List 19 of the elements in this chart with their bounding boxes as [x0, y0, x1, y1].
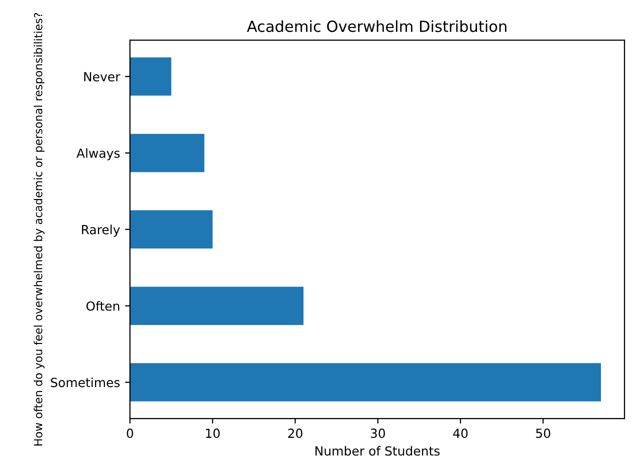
x-tick-label: 30	[370, 428, 385, 438]
x-axis-title: Number of Students	[315, 446, 440, 456]
bar	[130, 210, 213, 249]
y-tick-label: Rarely	[82, 224, 120, 237]
bar	[130, 286, 304, 325]
chart-title: Academic Overwhelm Distribution	[246, 20, 506, 32]
y-tick-label: Always	[76, 148, 120, 160]
y-tick-label: Sometimes	[50, 378, 120, 388]
y-tick-label: Never	[84, 72, 120, 82]
bar	[130, 57, 172, 96]
x-tick-label: 50	[536, 428, 550, 438]
x-tick-label: 0	[126, 428, 134, 438]
bar	[130, 134, 204, 172]
x-tick-label: 40	[453, 428, 468, 438]
x-tick-label: 20	[288, 428, 302, 438]
y-tick-label: Often	[86, 301, 120, 311]
x-tick-label: 10	[206, 428, 220, 438]
bar	[130, 363, 601, 402]
y-axis-title: How often do you feel overwhelmed by academic or personal responsibilities?	[34, 12, 44, 446]
